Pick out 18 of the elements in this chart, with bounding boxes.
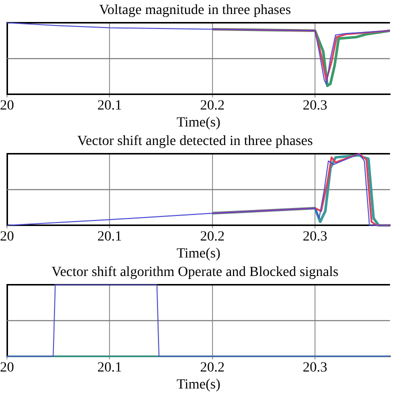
x-tick-label: 20.3 — [302, 98, 328, 114]
x-tick-label: 20.2 — [200, 229, 225, 244]
chart-title: Vector shift angle detected in three phases — [77, 134, 313, 150]
x-tick-label: 20.1 — [97, 98, 122, 114]
x-tick-label: 20.1 — [97, 229, 122, 244]
x-tick-label: 20.3 — [302, 229, 328, 244]
x-tick-label: 20.3 — [302, 360, 328, 376]
chart-title: Voltage magnitude in three phases — [99, 3, 291, 18]
x-tick-label: 20 — [0, 98, 14, 114]
x-axis-title: Time(s) — [176, 377, 221, 392]
x-tick-label: 20.2 — [200, 360, 225, 376]
x-axis-title: Time(s) — [176, 246, 221, 262]
x-axis-title: Time(s) — [176, 115, 221, 130]
x-tick-label: 20 — [0, 360, 14, 376]
chart-title: Vector shift algorithm Operate and Blocked signals — [52, 265, 338, 280]
x-tick-label: 20.2 — [200, 98, 225, 114]
x-tick-label: 20 — [0, 229, 14, 244]
x-tick-label: 20.1 — [97, 360, 122, 376]
